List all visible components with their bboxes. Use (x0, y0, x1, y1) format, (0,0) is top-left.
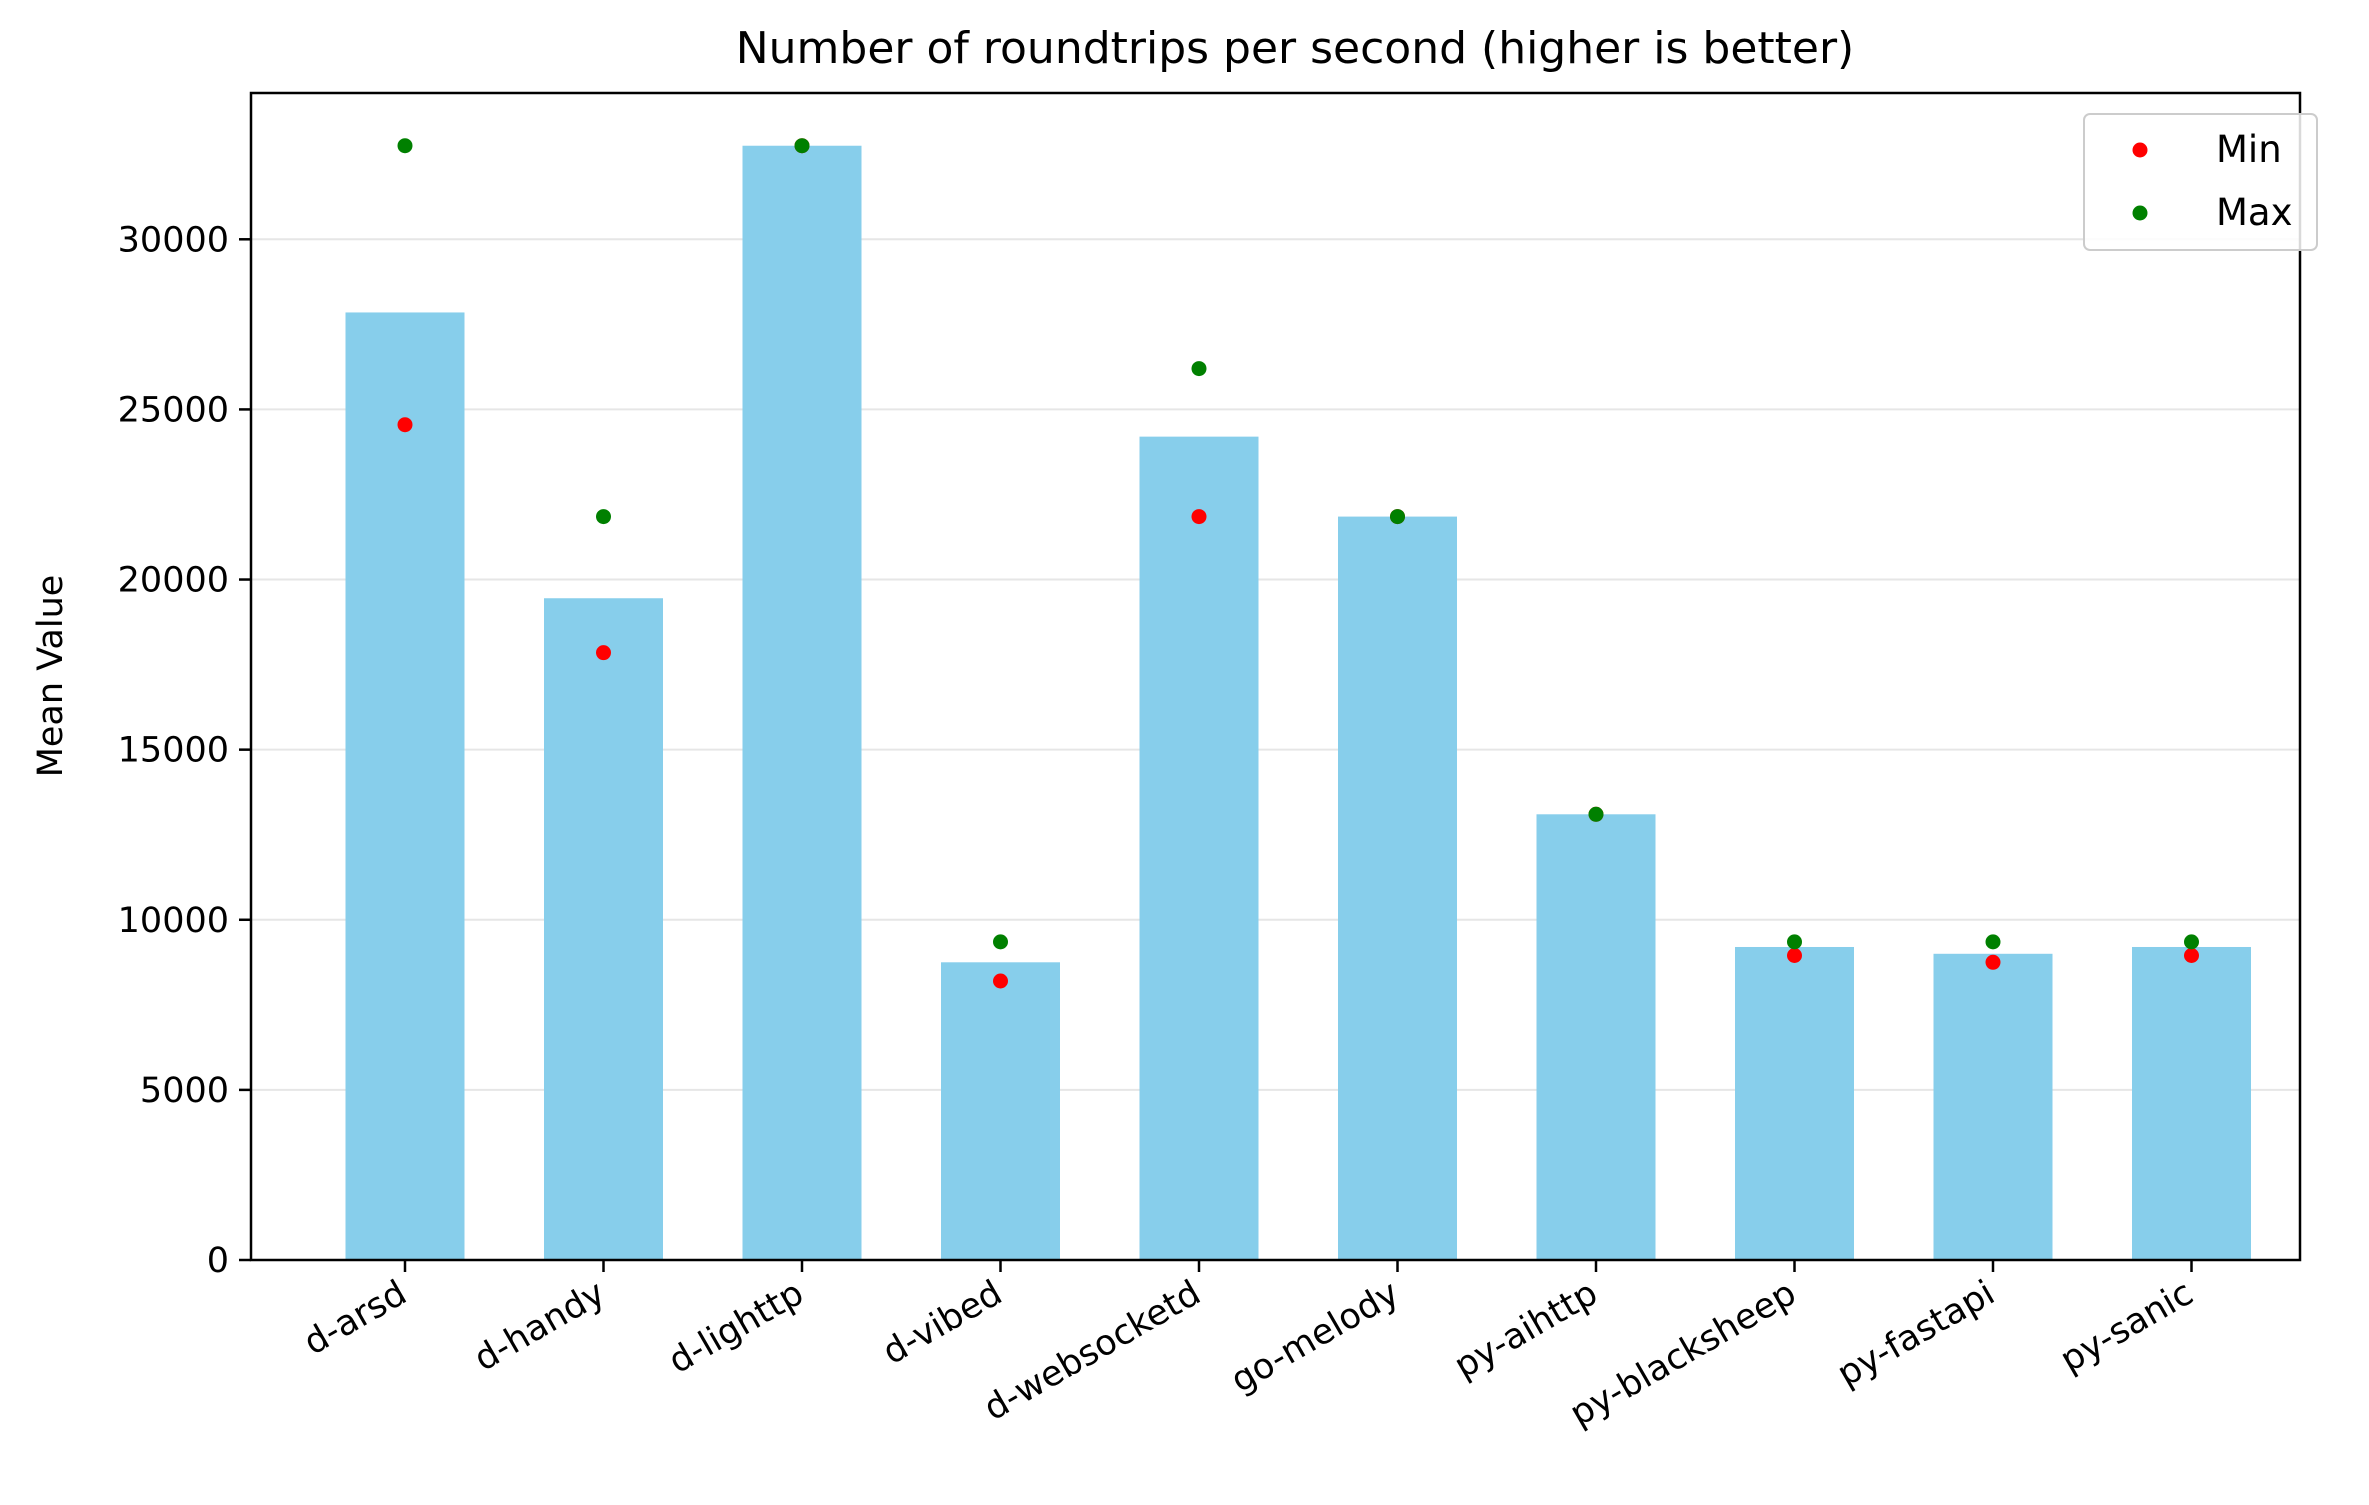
y-tick-label: 15000 (118, 731, 229, 771)
bar-py-fastapi (1933, 953, 2053, 1260)
min-max-points (397, 138, 2199, 989)
bar-go-melody (1338, 516, 1457, 1260)
y-axis-label: Mean Value (31, 575, 71, 778)
x-tick-label: py-blacksheep (1563, 1273, 1803, 1434)
x-axis: d-arsd d-handy d-lighttp d-vibedd-websocket… (297, 1260, 2200, 1435)
bar-d-arsd (345, 312, 465, 1260)
y-tick-label: 10000 (118, 901, 229, 941)
bars (345, 145, 2251, 1261)
max-point-d-lighttp (794, 138, 810, 154)
legend-marker-min (2132, 142, 2148, 158)
max-point-go-melody (1390, 509, 1405, 525)
min-point-d-handy (596, 645, 611, 661)
x-tick-label: d-arsd (297, 1273, 413, 1363)
max-point-d-websocketd (1191, 361, 1207, 377)
max-point-d-arsd (397, 138, 413, 154)
legend: Min Max (2083, 113, 2318, 251)
bar-d-lighttp (742, 145, 862, 1261)
bar-d-vibed (941, 962, 1060, 1260)
min-point-py-sanic (2184, 947, 2199, 963)
min-point-py-fastapi (1985, 954, 2001, 970)
min-point-d-vibed (993, 973, 1008, 989)
plot-frame (249, 91, 2302, 1262)
legend-label-min: Min (2216, 128, 2282, 171)
y-tick-label: 5000 (140, 1071, 229, 1111)
max-point-d-handy (596, 509, 611, 525)
max-point-d-vibed (993, 934, 1008, 950)
bar-py-blacksheep (1735, 946, 1854, 1260)
x-tick-label: d-lighttp (662, 1273, 810, 1382)
max-point-py-blacksheep (1787, 934, 1802, 950)
max-point-py-sanic (2184, 934, 2199, 950)
x-tick-label: py-sanic (2054, 1273, 2200, 1381)
chart-title: Number of roundtrips per second (higher … (736, 23, 1854, 74)
bar-py-aihttp (1536, 814, 1656, 1260)
x-tick-label: d-handy (468, 1273, 612, 1379)
x-tick-label: py-fastapi (1831, 1273, 2002, 1395)
x-tick-label: go-melody (1224, 1273, 1406, 1401)
min-point-d-arsd (397, 417, 413, 433)
y-tick-label: 30000 (118, 220, 229, 260)
legend-label-max: Max (2216, 191, 2293, 234)
bar-py-sanic (2132, 946, 2251, 1260)
x-tick-label: py-aihttp (1448, 1273, 1605, 1387)
max-point-py-fastapi (1985, 934, 2001, 950)
min-point-py-blacksheep (1787, 947, 1802, 963)
bar-d-handy (544, 598, 663, 1260)
x-tick-label: d-vibed (876, 1273, 1009, 1373)
min-point-d-websocketd (1191, 509, 1207, 525)
y-tick-label: 20000 (118, 561, 229, 601)
max-point-py-aihttp (1588, 806, 1604, 822)
y-tick-label: 25000 (118, 390, 229, 430)
x-tick-label: d-websocketd (977, 1273, 1207, 1429)
y-tick-label: 0 (207, 1241, 229, 1281)
bar-d-websocketd (1139, 436, 1259, 1260)
y-axis: 0 5000 10000 15000 20000 25000 30000 (118, 220, 251, 1281)
legend-marker-max (2132, 205, 2148, 221)
